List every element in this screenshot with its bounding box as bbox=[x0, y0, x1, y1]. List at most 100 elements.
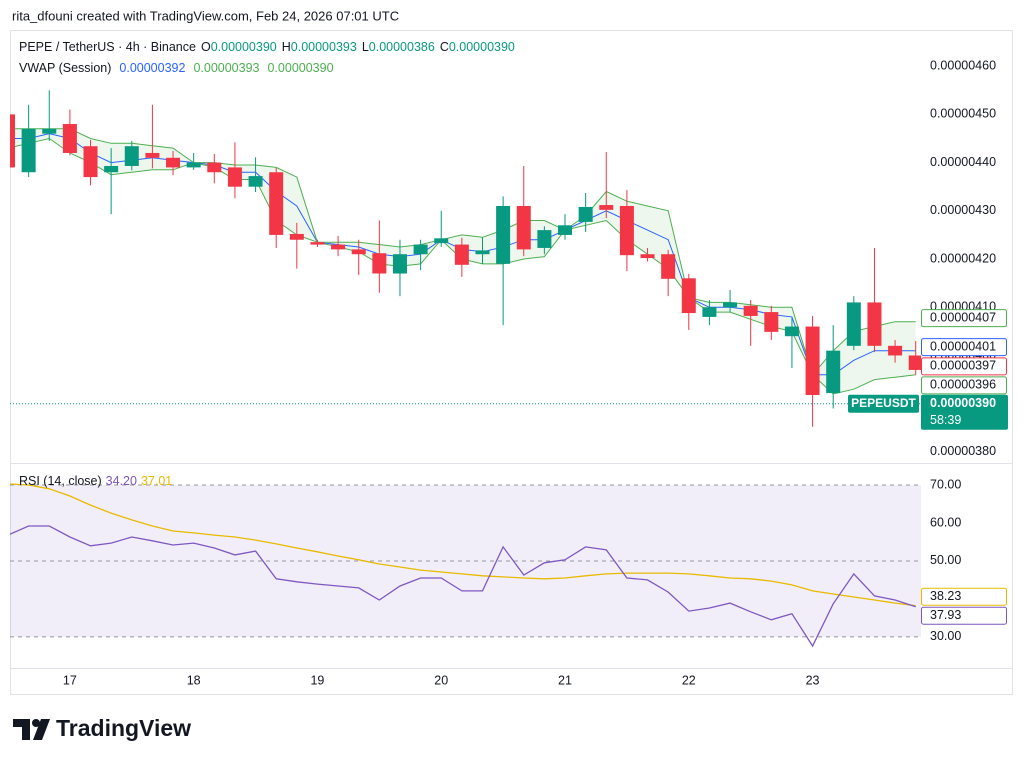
x-tick-label: 21 bbox=[558, 673, 572, 687]
x-tick-label: 18 bbox=[187, 673, 201, 687]
legend-value: 0.00000390 bbox=[211, 40, 277, 54]
candle-body bbox=[661, 254, 676, 279]
price-tag: 0.00000407 bbox=[930, 310, 996, 324]
y-tick-label: 0.00000460 bbox=[930, 58, 996, 72]
legend: PEPE / TetherUS · 4h · Binance O0.0000039… bbox=[19, 40, 515, 54]
candle-body bbox=[908, 355, 921, 370]
candle-body bbox=[702, 307, 717, 317]
y-tick-label: 0.00000380 bbox=[930, 444, 996, 458]
legend-title: PEPE / TetherUS · 4h · Binance bbox=[19, 40, 196, 54]
axes: 0.000003800.000003900.000004000.00000410… bbox=[19, 40, 1008, 687]
indicator-value: 0.00000392 bbox=[119, 61, 185, 75]
candle-body bbox=[826, 350, 841, 394]
y-tick-label: 60.00 bbox=[930, 515, 961, 529]
legend-value: 0.00000386 bbox=[369, 40, 435, 54]
legend-key: H bbox=[282, 40, 291, 54]
vwap-line bbox=[10, 128, 916, 376]
candle-body bbox=[42, 128, 57, 134]
x-tick-label: 19 bbox=[310, 673, 324, 687]
indicator-value: 0.00000390 bbox=[267, 61, 333, 75]
candle-body bbox=[227, 167, 242, 187]
legend-value: 0.00000393 bbox=[291, 40, 357, 54]
candle-body bbox=[248, 176, 263, 187]
indicator-value: 0.00000393 bbox=[193, 61, 259, 75]
rsi-title: RSI (14, close) bbox=[19, 474, 102, 488]
x-tick-label: 22 bbox=[682, 673, 696, 687]
candle-body bbox=[888, 345, 903, 356]
candle-body bbox=[392, 254, 407, 274]
brand-logo bbox=[13, 719, 50, 740]
price-tag-box bbox=[921, 309, 1007, 328]
candle-body bbox=[186, 162, 201, 168]
x-tick-label: 17 bbox=[63, 673, 77, 687]
price-tag: 0.00000396 bbox=[930, 378, 996, 392]
price-tag: 38.23 bbox=[930, 589, 961, 603]
y-tick-label: 50.00 bbox=[930, 553, 961, 567]
rsi-line bbox=[10, 483, 916, 607]
y-tick-label: 70.00 bbox=[930, 477, 961, 491]
y-tick-label: 0.00000430 bbox=[930, 203, 996, 217]
last-price-box bbox=[921, 394, 1008, 430]
x-tick-label: 20 bbox=[434, 673, 448, 687]
candle-body bbox=[166, 157, 181, 168]
candle-body bbox=[558, 225, 573, 235]
candle-body bbox=[743, 305, 758, 316]
indicator-legend: VWAP (Session) 0.00000392 0.00000393 0.0000… bbox=[19, 61, 334, 75]
price-tag: 0.00000397 bbox=[930, 359, 996, 373]
candle-body bbox=[599, 205, 614, 210]
candle-body bbox=[21, 128, 36, 173]
candle-body bbox=[516, 205, 531, 250]
y-tick-label: 0.00000450 bbox=[930, 107, 996, 121]
rsi-band bbox=[10, 485, 921, 637]
candle-body bbox=[145, 152, 160, 158]
candle-body bbox=[784, 326, 799, 337]
price-tag-box bbox=[921, 357, 1007, 376]
y-tick-label: 30.00 bbox=[930, 629, 961, 643]
price-tag: 37.93 bbox=[930, 608, 961, 622]
main-pane bbox=[10, 90, 921, 427]
candle-body bbox=[104, 165, 119, 173]
frame bbox=[10, 30, 1013, 695]
y-tick-label: 0.00000420 bbox=[930, 251, 996, 265]
candle-body bbox=[434, 238, 449, 244]
rsi-pane bbox=[10, 483, 916, 648]
candle-body bbox=[867, 302, 882, 346]
candle-body bbox=[331, 244, 346, 250]
x-tick-label: 23 bbox=[806, 673, 820, 687]
candle-body bbox=[640, 254, 655, 259]
candle-body bbox=[578, 206, 593, 222]
candle-body bbox=[269, 172, 284, 235]
countdown: 58:39 bbox=[930, 413, 961, 427]
candle-body bbox=[413, 244, 428, 255]
candle-body bbox=[310, 242, 325, 245]
rsi-legend-value: 34.20 bbox=[106, 474, 137, 488]
candle-body bbox=[496, 205, 511, 264]
candle-body bbox=[124, 146, 139, 166]
candle-body bbox=[351, 249, 366, 255]
candle-body bbox=[207, 162, 222, 173]
last-price-label: 0.00000390 bbox=[930, 396, 996, 410]
candle-body bbox=[805, 326, 820, 396]
legend-key: L bbox=[362, 40, 369, 54]
y-tick-label: 0.00000440 bbox=[930, 155, 996, 169]
price-tag-box bbox=[921, 376, 1007, 395]
vwap-band-fill bbox=[10, 128, 916, 394]
price-tag-box bbox=[921, 606, 1007, 625]
candle-body bbox=[475, 250, 490, 255]
price-tag-box bbox=[921, 587, 1007, 606]
candle-body bbox=[764, 312, 779, 332]
rsi-legend-value: 37.01 bbox=[141, 474, 172, 488]
candle-body bbox=[723, 302, 738, 308]
candle-body bbox=[372, 253, 387, 274]
candle-body bbox=[289, 233, 304, 240]
price-tag-box bbox=[921, 338, 1007, 357]
candle-body bbox=[681, 278, 696, 314]
legend-value: 0.00000390 bbox=[449, 40, 515, 54]
brand: TradingView bbox=[56, 715, 191, 741]
rsi-line bbox=[10, 525, 916, 648]
candle-body bbox=[619, 205, 634, 256]
candle-body bbox=[537, 230, 552, 248]
rsi-background bbox=[10, 484, 921, 638]
header: rita_dfouni created with TradingView.com… bbox=[12, 8, 399, 23]
candle-body bbox=[10, 114, 15, 168]
